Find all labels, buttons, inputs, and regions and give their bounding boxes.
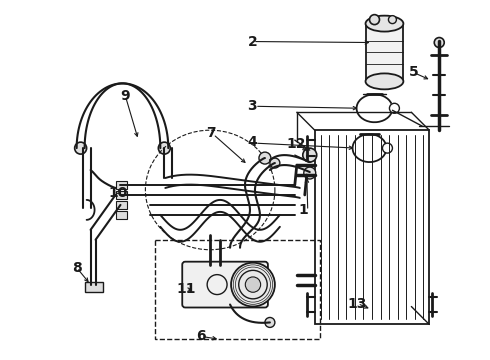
Text: 1: 1 bbox=[299, 203, 308, 217]
Text: 2: 2 bbox=[247, 35, 257, 49]
Text: 6: 6 bbox=[196, 329, 206, 343]
Bar bbox=[116, 201, 127, 209]
Circle shape bbox=[369, 15, 379, 24]
Circle shape bbox=[74, 142, 87, 154]
Text: 3: 3 bbox=[247, 99, 257, 113]
Text: 8: 8 bbox=[72, 261, 81, 275]
Circle shape bbox=[270, 158, 280, 168]
Ellipse shape bbox=[366, 15, 403, 32]
Ellipse shape bbox=[366, 73, 403, 89]
FancyBboxPatch shape bbox=[182, 262, 268, 307]
Circle shape bbox=[259, 152, 271, 164]
Text: 9: 9 bbox=[121, 89, 130, 103]
Circle shape bbox=[231, 263, 275, 306]
Text: 11: 11 bbox=[177, 282, 196, 296]
Text: 4: 4 bbox=[247, 135, 257, 149]
Bar bbox=[116, 191, 127, 199]
Circle shape bbox=[265, 318, 275, 328]
Circle shape bbox=[245, 277, 261, 292]
Circle shape bbox=[389, 15, 396, 24]
Circle shape bbox=[158, 142, 171, 154]
Bar bbox=[116, 211, 127, 219]
Text: 7: 7 bbox=[206, 126, 216, 140]
Bar bbox=[116, 181, 127, 189]
Circle shape bbox=[434, 37, 444, 48]
Text: 12: 12 bbox=[287, 137, 306, 151]
Bar bbox=[366, 24, 403, 82]
Circle shape bbox=[304, 167, 316, 179]
Bar bbox=[85, 282, 102, 292]
Text: 5: 5 bbox=[409, 66, 418, 80]
Bar bbox=[155, 240, 319, 339]
Text: 13: 13 bbox=[347, 297, 367, 311]
Bar bbox=[315, 130, 429, 324]
Text: 10: 10 bbox=[108, 185, 128, 199]
Circle shape bbox=[303, 148, 317, 162]
